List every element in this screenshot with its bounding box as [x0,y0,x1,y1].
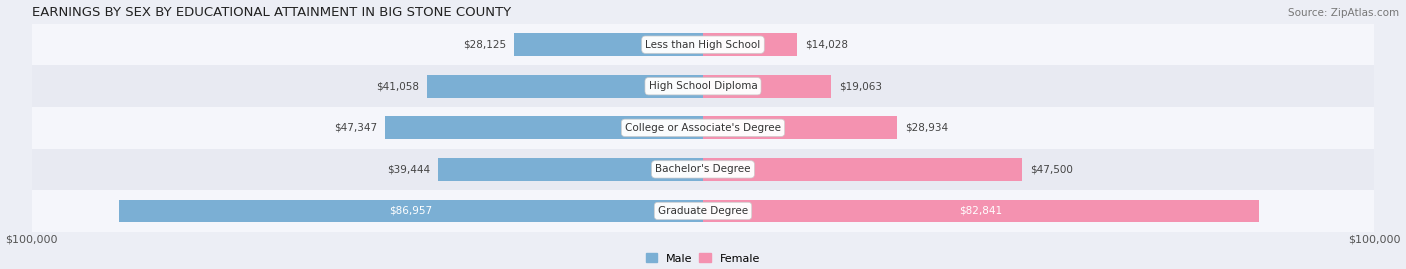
Text: Graduate Degree: Graduate Degree [658,206,748,216]
Bar [32,107,1374,148]
Text: $28,934: $28,934 [905,123,949,133]
Bar [385,116,703,139]
Text: $28,125: $28,125 [463,40,506,50]
Bar [703,75,831,98]
Text: Less than High School: Less than High School [645,40,761,50]
Text: $86,957: $86,957 [389,206,433,216]
Text: $39,444: $39,444 [387,164,430,174]
Bar [439,158,703,181]
Legend: Male, Female: Male, Female [647,253,759,264]
Text: $47,347: $47,347 [335,123,377,133]
Bar [32,65,1374,107]
Bar [703,158,1022,181]
Bar [427,75,703,98]
Bar [120,200,703,222]
Text: $47,500: $47,500 [1029,164,1073,174]
Text: Bachelor's Degree: Bachelor's Degree [655,164,751,174]
Text: High School Diploma: High School Diploma [648,81,758,91]
Bar [32,24,1374,65]
Text: College or Associate's Degree: College or Associate's Degree [626,123,780,133]
Bar [703,33,797,56]
Text: Source: ZipAtlas.com: Source: ZipAtlas.com [1288,8,1399,18]
Text: $82,841: $82,841 [959,206,1002,216]
Bar [703,116,897,139]
Bar [32,190,1374,232]
Text: $14,028: $14,028 [806,40,848,50]
Bar [703,200,1258,222]
Text: EARNINGS BY SEX BY EDUCATIONAL ATTAINMENT IN BIG STONE COUNTY: EARNINGS BY SEX BY EDUCATIONAL ATTAINMEN… [32,6,510,19]
Bar [515,33,703,56]
Bar [32,148,1374,190]
Text: $41,058: $41,058 [377,81,419,91]
Text: $19,063: $19,063 [839,81,882,91]
